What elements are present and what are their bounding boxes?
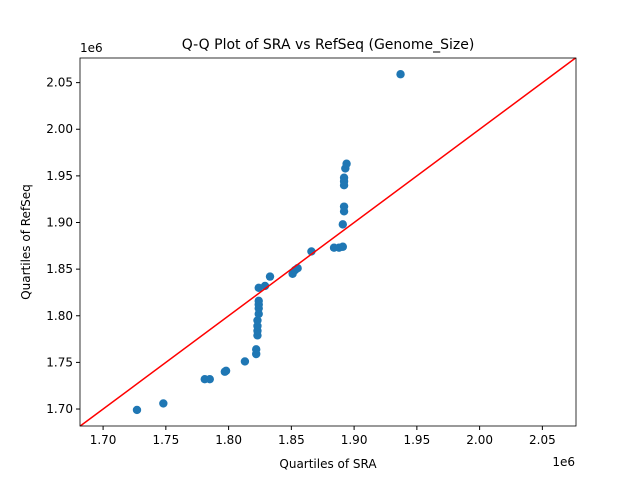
y-tick-label: 1.95 (46, 169, 73, 183)
point (339, 173, 349, 182)
y-tick-label: 2.00 (46, 122, 73, 136)
x-tick-label: 1.80 (215, 433, 242, 447)
y-axis-label: Quartiles of RefSeq (19, 184, 33, 300)
point (265, 272, 275, 281)
y-tick-label: 1.75 (46, 355, 73, 369)
x-tick-label: 2.00 (466, 433, 493, 447)
point (132, 405, 142, 415)
point (205, 374, 214, 384)
x-tick-label: 1.85 (278, 433, 305, 447)
point (254, 296, 263, 306)
point (240, 357, 250, 366)
point (252, 345, 261, 354)
reference-line (79, 57, 576, 427)
chart-title: Q-Q Plot of SRA vs RefSeq (Genome_Size) (182, 37, 475, 53)
point (221, 366, 231, 375)
point (338, 242, 348, 251)
y-tick-label: 1.70 (46, 402, 73, 416)
x-axis-label: Quartiles of SRA (279, 457, 377, 471)
x-tick-label: 1.90 (341, 433, 368, 447)
x-tick-label: 1.70 (90, 433, 117, 447)
plot-frame (79, 57, 577, 427)
x-offset: 1e6 (552, 455, 575, 469)
point (396, 70, 405, 79)
x-tick-label: 1.95 (403, 433, 430, 447)
point (338, 220, 348, 229)
x-tick-label: 1.75 (152, 433, 179, 447)
point (339, 202, 349, 211)
point (342, 159, 351, 168)
point (159, 399, 168, 408)
y-offset: 1e6 (80, 41, 103, 55)
x-tick-label: 2.05 (529, 433, 556, 447)
point (253, 316, 262, 325)
y-tick-label: 1.85 (46, 262, 73, 276)
y-tick-label: 2.05 (46, 76, 73, 90)
y-tick-label: 1.80 (46, 309, 73, 323)
y-tick-label: 1.90 (46, 216, 73, 230)
